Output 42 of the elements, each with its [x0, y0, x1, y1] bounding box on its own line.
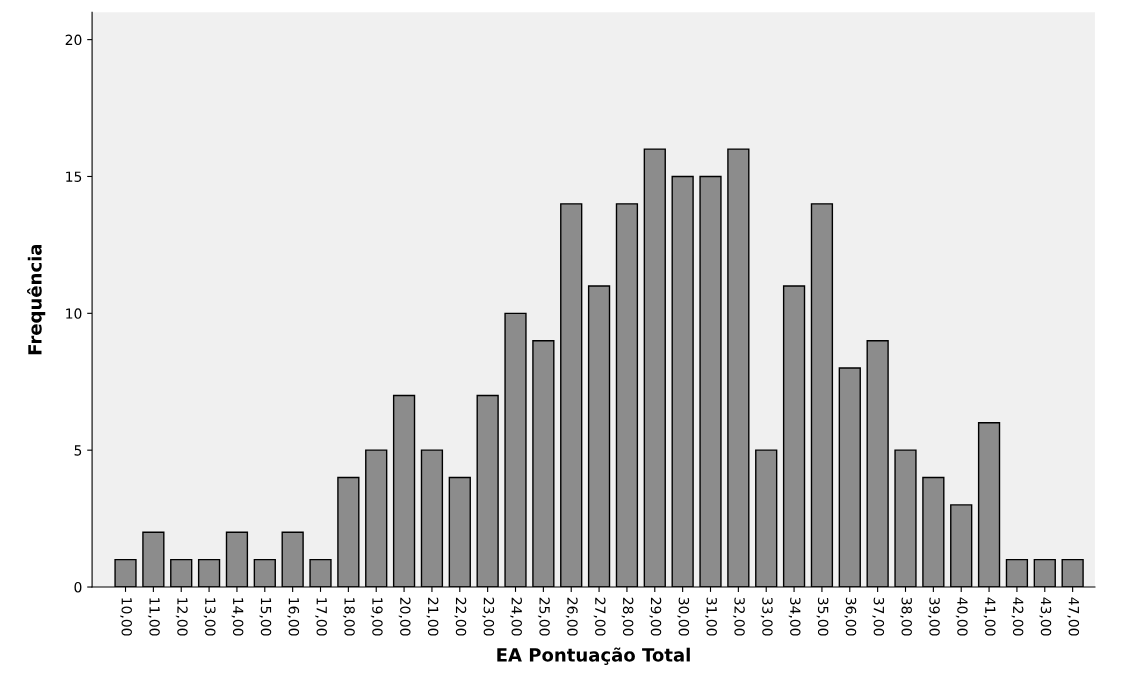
x-tick-label: 29,00: [649, 597, 662, 636]
y-tick-label: 0: [74, 581, 82, 593]
x-tick-label: 13,00: [203, 598, 216, 636]
x-tick-label: 40,00: [955, 597, 968, 636]
x-tick-label: 47,00: [1067, 597, 1080, 636]
x-tick-label: 20,00: [398, 597, 411, 636]
x-tick-label: 10,00: [120, 598, 132, 636]
x-tick-label: 27,00: [593, 597, 606, 636]
x-tick-label: 41,00: [983, 597, 996, 636]
x-axis-title: EA Pontuação Total: [497, 647, 690, 665]
x-tick-label: 37,00: [872, 597, 885, 636]
x-tick-label: 28,00: [621, 597, 634, 636]
x-tick-label: 24,00: [510, 597, 522, 636]
y-tick-label: 20: [65, 34, 82, 46]
x-tick-label: 31,00: [705, 597, 717, 636]
x-tick-label: 33,00: [760, 597, 773, 636]
y-tick-label: 10: [66, 308, 82, 319]
x-tick-label: 39,00: [927, 597, 940, 636]
x-tick-label: 34,00: [788, 597, 801, 636]
x-tick-label: 11,00: [147, 598, 160, 636]
x-tick-label: 35,00: [816, 597, 829, 636]
y-axis-title: Frequência: [27, 244, 46, 355]
x-tick-label: 23,00: [482, 597, 495, 636]
x-tick-label: 16,00: [287, 598, 300, 636]
x-tick-label: 30,00: [677, 597, 690, 636]
y-tick-label: 5: [74, 445, 82, 456]
x-tick-label: 19,00: [370, 598, 383, 636]
x-tick-label: 36,00: [844, 597, 857, 636]
x-tick-label: 26,00: [565, 597, 578, 636]
x-tick-label: 42,00: [1011, 597, 1024, 636]
x-tick-label: 21,00: [426, 597, 439, 636]
x-tick-label: 14,00: [231, 598, 244, 636]
x-tick-label: 32,00: [732, 597, 745, 636]
x-tick-label: 15,00: [259, 598, 272, 636]
x-tick-label: 43,00: [1039, 597, 1052, 636]
y-tick-label: 15: [66, 171, 82, 182]
x-tick-label: 12,00: [175, 598, 188, 636]
x-tick-label: 17,00: [315, 598, 327, 636]
x-tick-label: 18,00: [342, 598, 355, 636]
x-tick-label: 22,00: [454, 597, 467, 636]
x-tick-label: 25,00: [537, 597, 550, 636]
x-tick-label: 38,00: [900, 597, 912, 636]
